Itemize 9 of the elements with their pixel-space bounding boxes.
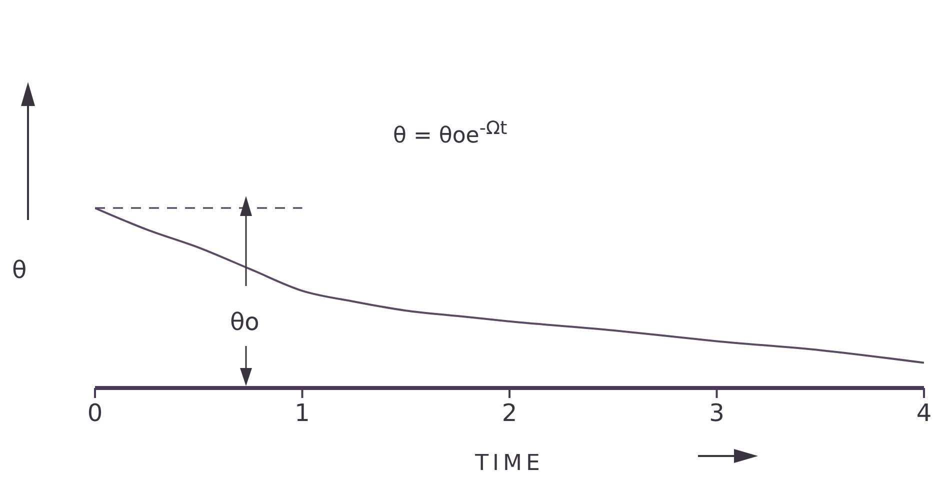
annotation: θo	[230, 308, 260, 336]
x-axis-title: TIME	[474, 451, 544, 476]
x-tick-label: 1	[294, 399, 310, 428]
text: θ = θoe$^{-Ωt}$	[393, 118, 508, 148]
x-tick-label: 2	[502, 399, 518, 428]
x-tick-label: 3	[709, 399, 724, 428]
x-tick-label: 0	[87, 399, 103, 428]
y-axis-title: θ	[12, 256, 27, 284]
x-tick-label: 4	[916, 399, 932, 428]
